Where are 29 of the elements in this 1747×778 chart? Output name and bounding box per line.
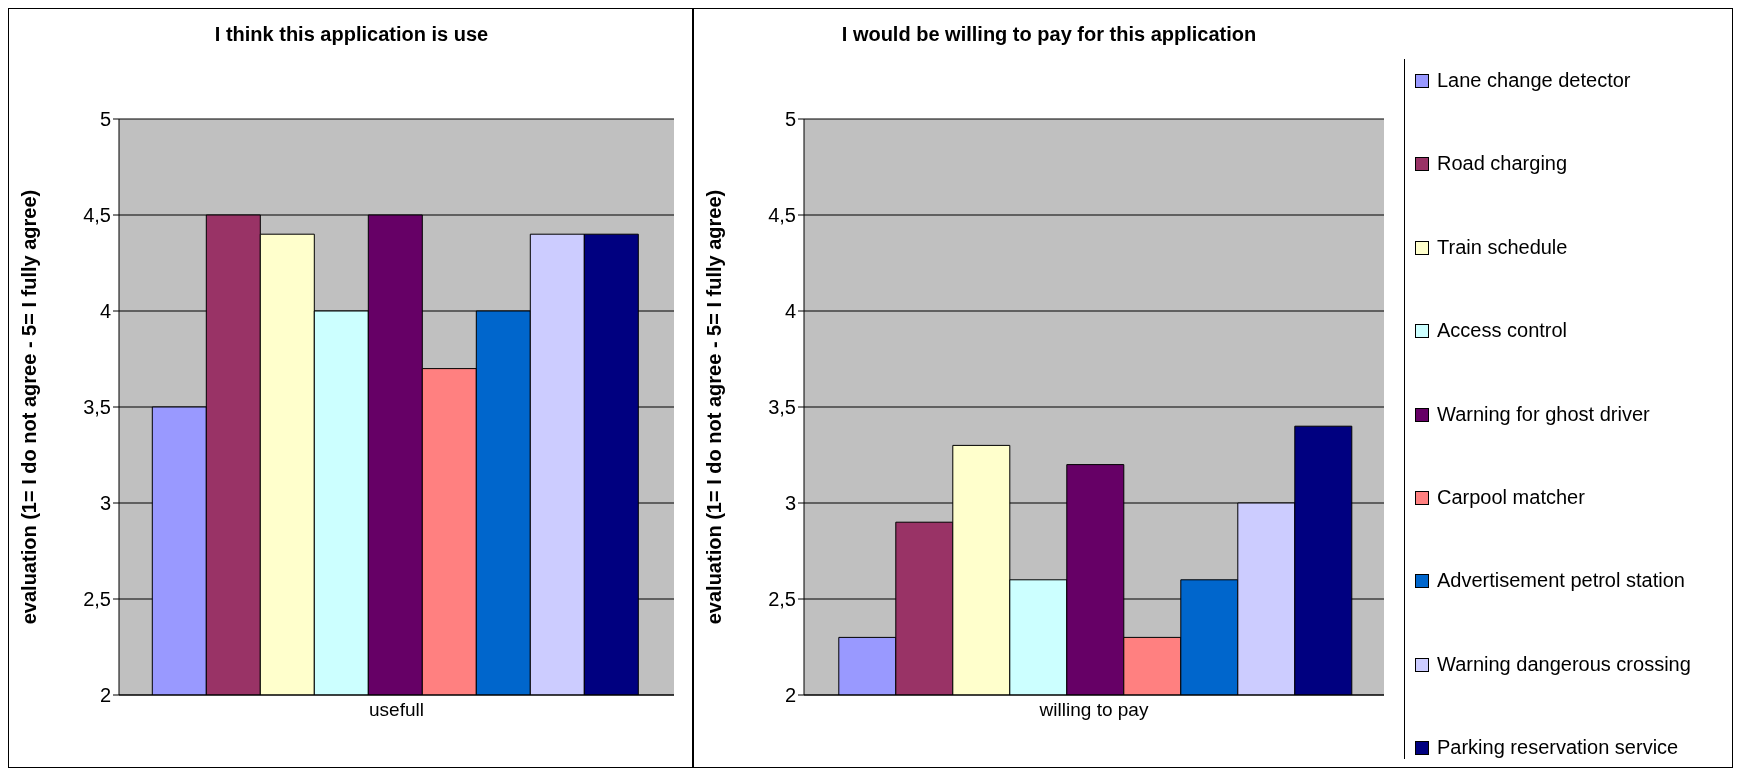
y-tick-label: 3,5 bbox=[768, 396, 796, 419]
y-tick-label: 4,5 bbox=[768, 204, 796, 227]
chart-title: I would be willing to pay for this application bbox=[840, 23, 1258, 46]
legend-label: Advertisement petrol station bbox=[1437, 569, 1686, 593]
y-axis-title: evaluation (1= I do not agree - 5= I fully agree) bbox=[18, 189, 41, 625]
y-tick-label: 5 bbox=[99, 108, 111, 131]
x-tick-label: usefull bbox=[369, 699, 424, 721]
legend-label: Lane change detector bbox=[1437, 69, 1632, 92]
y-tick-label: 2 bbox=[99, 684, 111, 707]
y-tick-label: 3,5 bbox=[83, 396, 111, 419]
x-tick-label: willing to pay bbox=[1038, 699, 1149, 721]
legend-label: Warning for ghost driver bbox=[1437, 402, 1651, 426]
legend-label: Parking reservation service bbox=[1437, 736, 1680, 759]
y-tick-label: 2 bbox=[784, 684, 796, 707]
y-tick-label: 4 bbox=[784, 300, 796, 323]
y-axis-title: evaluation (1= I do not agree - 5= I fully agree) bbox=[703, 189, 726, 625]
legend-label: Warning dangerous crossing bbox=[1437, 652, 1692, 676]
y-tick-label: 2,5 bbox=[83, 588, 111, 611]
legend-label: Carpool matcher bbox=[1437, 485, 1586, 509]
y-tick-label: 2,5 bbox=[768, 588, 796, 611]
y-tick-label: 4 bbox=[99, 300, 111, 323]
legend-label: Road charging bbox=[1437, 152, 1569, 176]
y-tick-label: 4,5 bbox=[83, 204, 111, 227]
y-tick-label: 5 bbox=[784, 108, 796, 131]
legend-label: Access control bbox=[1437, 319, 1569, 343]
chart-title: I think this application is use bbox=[213, 23, 490, 46]
legend-label: Train schedule bbox=[1437, 235, 1569, 259]
y-tick-label: 3 bbox=[99, 492, 111, 515]
y-tick-label: 3 bbox=[784, 492, 796, 515]
